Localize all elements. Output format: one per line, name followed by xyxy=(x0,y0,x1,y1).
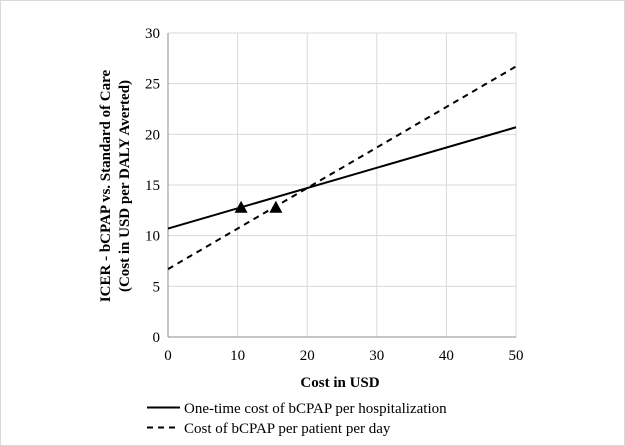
x-tick-label-10: 10 xyxy=(230,348,245,364)
y-axis-title-line2: (Cost in USD per DALY Averted) xyxy=(117,80,133,292)
x-tick-label-50: 50 xyxy=(509,348,524,364)
horizontal-gridlines xyxy=(168,32,516,287)
x-tick-label-0: 0 xyxy=(164,348,172,364)
series-lines xyxy=(167,65,517,270)
axes xyxy=(167,33,516,338)
x-tick-label-40: 40 xyxy=(439,348,454,364)
y-tick-label-10: 10 xyxy=(145,229,160,245)
x-tick-label-20: 20 xyxy=(300,348,315,364)
y-tick-label-30: 30 xyxy=(145,26,160,42)
y-tick-label-5: 5 xyxy=(153,279,161,295)
y-tick-label-0: 0 xyxy=(153,330,161,346)
legend-entry-1: One-time cost of bCPAP per hospitalizati… xyxy=(184,401,447,417)
triangle-marker-2 xyxy=(269,200,283,213)
legend: One-time cost of bCPAP per hospitalizati… xyxy=(147,401,447,437)
y-tick-label-15: 15 xyxy=(145,178,160,194)
y-tick-label-25: 25 xyxy=(145,77,160,93)
triangle-marker-1 xyxy=(234,200,248,213)
series-line-1 xyxy=(167,126,517,230)
x-tick-label-30: 30 xyxy=(369,348,384,364)
x-tick-labels: 0 10 20 30 40 50 xyxy=(164,348,523,364)
series-markers xyxy=(234,200,283,213)
y-tick-labels: 0 5 10 15 20 25 30 xyxy=(145,26,160,346)
y-axis-title-line1: ICER - bCPAP vs. Standard of Care xyxy=(98,69,114,302)
series-line-2 xyxy=(167,65,517,270)
legend-entry-2: Cost of bCPAP per patient per day xyxy=(184,421,391,437)
y-tick-label-20: 20 xyxy=(145,127,160,143)
x-axis-title: Cost in USD xyxy=(300,375,379,391)
